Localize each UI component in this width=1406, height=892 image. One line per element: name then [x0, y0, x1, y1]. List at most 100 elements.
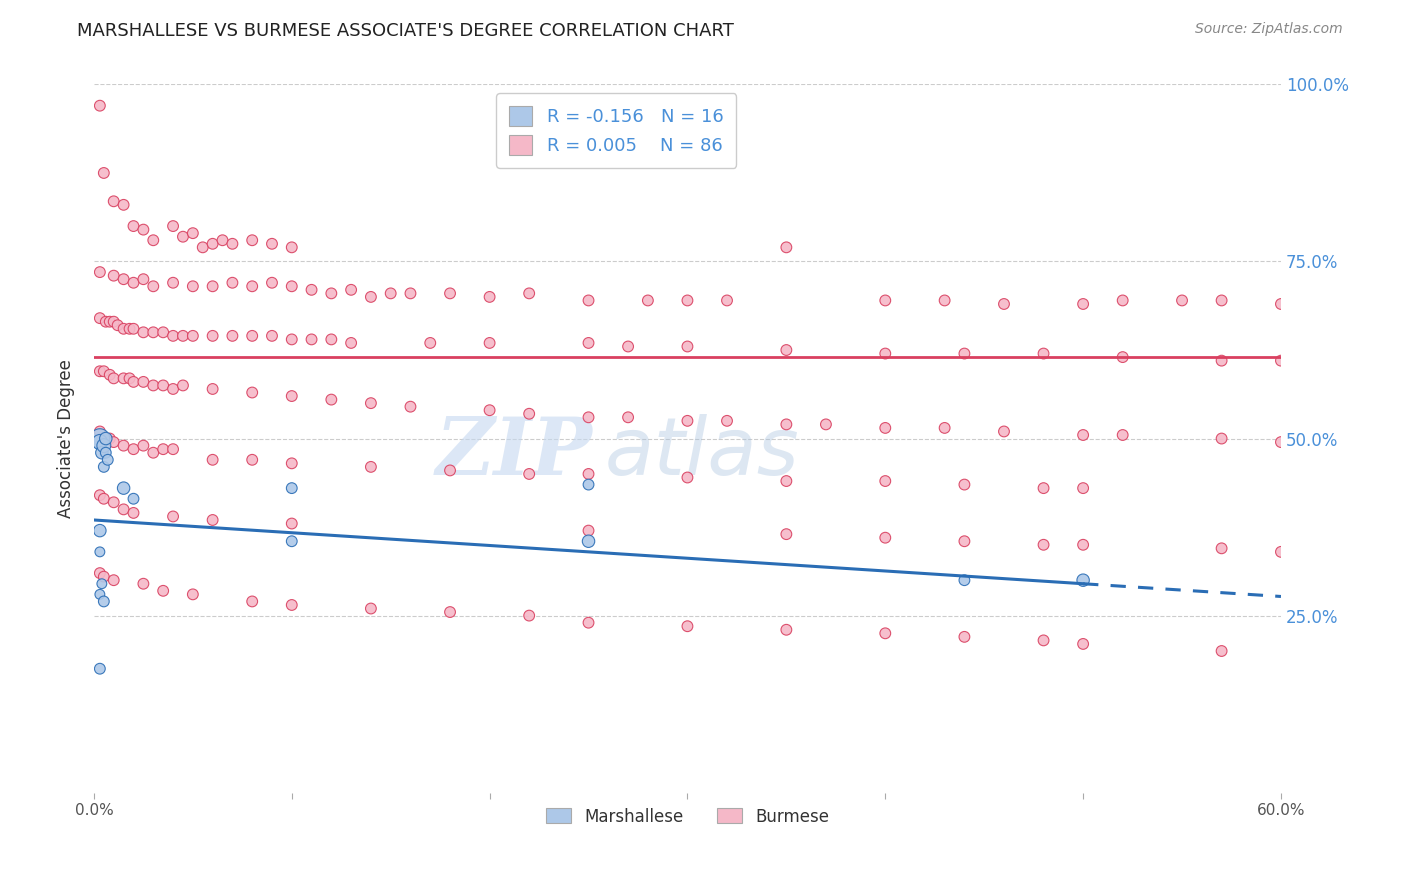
Legend: Marshallese, Burmese: Marshallese, Burmese: [537, 799, 838, 834]
Point: [93, 364, 115, 378]
Point: [89, 265, 111, 279]
Point: [478, 335, 501, 350]
Point: [240, 594, 263, 608]
Point: [617, 339, 640, 353]
Point: [172, 229, 194, 244]
Point: [122, 276, 145, 290]
Point: [89, 488, 111, 502]
Point: [517, 608, 540, 623]
Point: [1111, 428, 1133, 442]
Point: [321, 332, 343, 346]
Point: [340, 283, 363, 297]
Point: [953, 534, 976, 549]
Point: [1071, 538, 1094, 552]
Point: [122, 219, 145, 233]
Point: [94, 432, 117, 446]
Point: [103, 315, 125, 329]
Text: ZIP: ZIP: [436, 414, 592, 491]
Point: [191, 240, 214, 254]
Point: [360, 396, 382, 410]
Point: [93, 459, 115, 474]
Point: [122, 506, 145, 520]
Point: [1071, 573, 1094, 587]
Point: [103, 495, 125, 509]
Point: [1270, 435, 1292, 450]
Point: [112, 439, 135, 453]
Point: [775, 527, 797, 541]
Point: [142, 378, 165, 392]
Point: [103, 194, 125, 209]
Point: [1211, 541, 1233, 556]
Point: [1171, 293, 1194, 308]
Point: [122, 491, 145, 506]
Point: [439, 605, 461, 619]
Point: [93, 594, 115, 608]
Point: [142, 233, 165, 247]
Point: [281, 456, 304, 470]
Point: [142, 326, 165, 340]
Point: [162, 382, 184, 396]
Point: [172, 378, 194, 392]
Point: [112, 371, 135, 385]
Point: [118, 322, 141, 336]
Point: [132, 375, 155, 389]
Point: [478, 290, 501, 304]
Point: [578, 524, 600, 538]
Point: [90, 576, 112, 591]
Point: [201, 382, 224, 396]
Point: [517, 286, 540, 301]
Point: [89, 98, 111, 112]
Point: [132, 272, 155, 286]
Point: [181, 587, 204, 601]
Point: [93, 166, 115, 180]
Point: [281, 516, 304, 531]
Text: atlas: atlas: [605, 414, 799, 491]
Point: [93, 569, 115, 583]
Point: [578, 534, 600, 549]
Point: [201, 513, 224, 527]
Point: [281, 389, 304, 403]
Point: [240, 329, 263, 343]
Point: [201, 279, 224, 293]
Point: [281, 534, 304, 549]
Text: Source: ZipAtlas.com: Source: ZipAtlas.com: [1195, 22, 1343, 37]
Point: [676, 339, 699, 353]
Point: [1032, 346, 1054, 360]
Point: [814, 417, 837, 432]
Point: [89, 662, 111, 676]
Point: [1032, 538, 1054, 552]
Point: [201, 329, 224, 343]
Point: [240, 279, 263, 293]
Point: [1071, 428, 1094, 442]
Point: [152, 583, 174, 598]
Point: [399, 286, 422, 301]
Point: [419, 335, 441, 350]
Point: [221, 236, 243, 251]
Point: [934, 293, 956, 308]
Point: [775, 343, 797, 357]
Point: [94, 315, 117, 329]
Point: [221, 329, 243, 343]
Point: [162, 442, 184, 457]
Point: [676, 414, 699, 428]
Point: [1211, 353, 1233, 368]
Point: [1211, 644, 1233, 658]
Point: [112, 198, 135, 212]
Point: [1032, 481, 1054, 495]
Point: [360, 290, 382, 304]
Point: [89, 587, 111, 601]
Point: [89, 524, 111, 538]
Point: [112, 322, 135, 336]
Point: [676, 470, 699, 484]
Point: [132, 326, 155, 340]
Point: [439, 286, 461, 301]
Point: [1211, 293, 1233, 308]
Point: [89, 425, 111, 439]
Point: [875, 346, 897, 360]
Point: [875, 531, 897, 545]
Point: [162, 509, 184, 524]
Point: [89, 311, 111, 326]
Y-axis label: Associate's Degree: Associate's Degree: [58, 359, 75, 518]
Point: [132, 576, 155, 591]
Point: [953, 477, 976, 491]
